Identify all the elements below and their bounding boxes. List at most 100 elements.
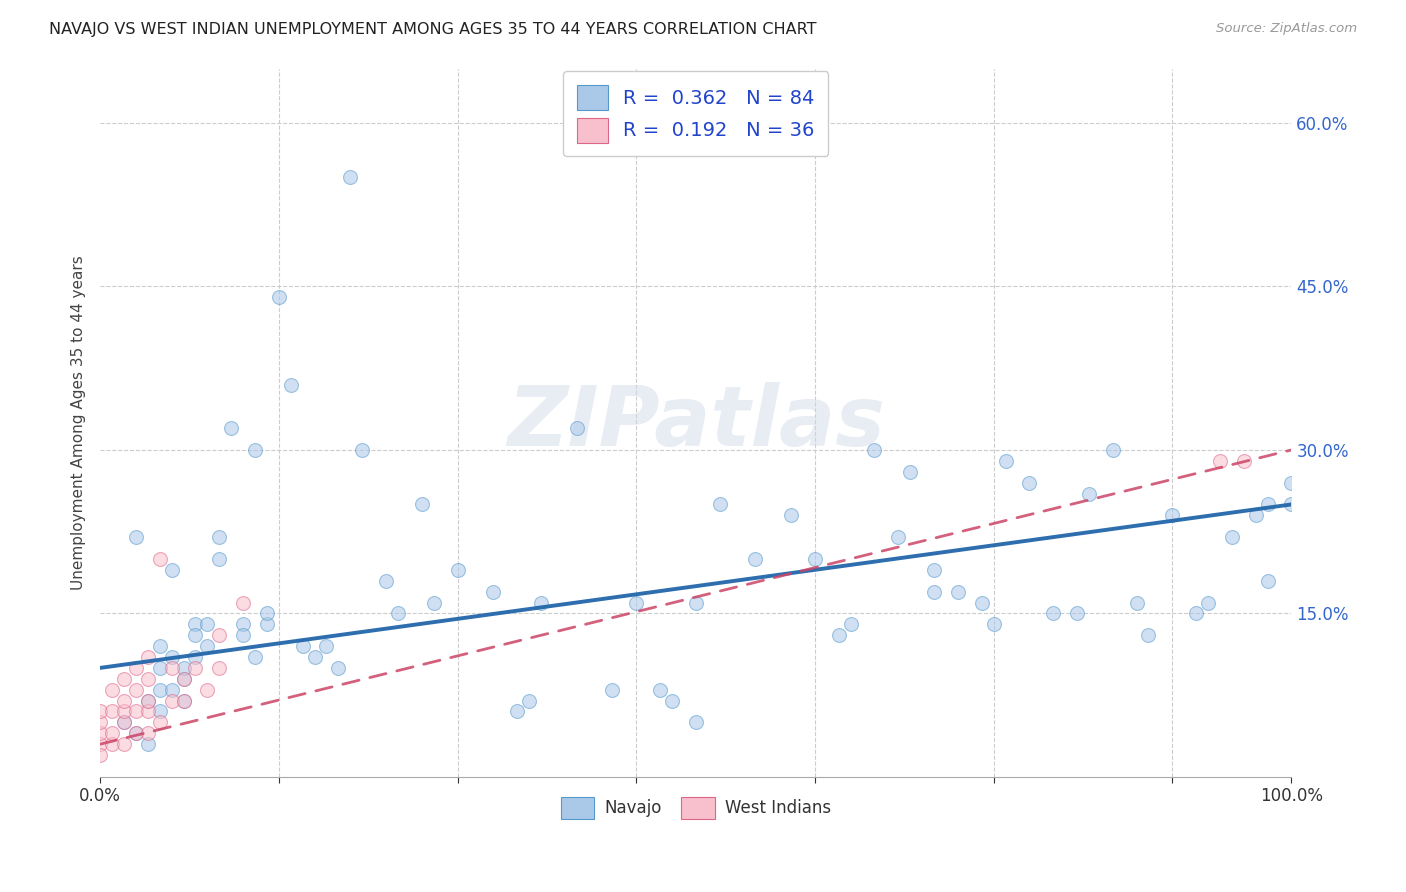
Point	[446, 563, 468, 577]
Point	[280, 377, 302, 392]
Point	[375, 574, 398, 588]
Point	[685, 715, 707, 730]
Point	[1197, 595, 1219, 609]
Point	[661, 693, 683, 707]
Point	[1244, 508, 1267, 523]
Point	[1077, 486, 1099, 500]
Point	[304, 650, 326, 665]
Point	[256, 607, 278, 621]
Point	[530, 595, 553, 609]
Point	[243, 650, 266, 665]
Point	[1257, 497, 1279, 511]
Point	[267, 290, 290, 304]
Point	[970, 595, 993, 609]
Point	[149, 705, 172, 719]
Point	[173, 661, 195, 675]
Point	[506, 705, 529, 719]
Point	[685, 595, 707, 609]
Point	[112, 737, 135, 751]
Point	[125, 705, 148, 719]
Point	[184, 617, 207, 632]
Point	[352, 442, 374, 457]
Point	[160, 661, 183, 675]
Point	[125, 726, 148, 740]
Point	[160, 682, 183, 697]
Point	[517, 693, 540, 707]
Point	[482, 584, 505, 599]
Point	[863, 442, 886, 457]
Point	[922, 563, 945, 577]
Point	[898, 465, 921, 479]
Point	[565, 421, 588, 435]
Text: Source: ZipAtlas.com: Source: ZipAtlas.com	[1216, 22, 1357, 36]
Point	[184, 650, 207, 665]
Point	[149, 682, 172, 697]
Point	[1042, 607, 1064, 621]
Point	[195, 617, 218, 632]
Point	[232, 617, 254, 632]
Point	[804, 552, 827, 566]
Point	[173, 693, 195, 707]
Point	[709, 497, 731, 511]
Point	[112, 715, 135, 730]
Point	[101, 726, 124, 740]
Point	[339, 170, 361, 185]
Point	[1233, 454, 1256, 468]
Point	[184, 661, 207, 675]
Point	[922, 584, 945, 599]
Point	[828, 628, 851, 642]
Point	[1220, 530, 1243, 544]
Point	[101, 737, 124, 751]
Point	[160, 563, 183, 577]
Point	[1185, 607, 1208, 621]
Point	[160, 650, 183, 665]
Point	[173, 672, 195, 686]
Point	[232, 595, 254, 609]
Point	[89, 705, 111, 719]
Point	[173, 672, 195, 686]
Y-axis label: Unemployment Among Ages 35 to 44 years: Unemployment Among Ages 35 to 44 years	[72, 255, 86, 591]
Point	[839, 617, 862, 632]
Point	[1281, 475, 1303, 490]
Point	[149, 639, 172, 653]
Point	[1018, 475, 1040, 490]
Point	[136, 650, 159, 665]
Point	[1101, 442, 1123, 457]
Point	[136, 737, 159, 751]
Point	[195, 639, 218, 653]
Point	[149, 715, 172, 730]
Point	[315, 639, 337, 653]
Point	[602, 682, 624, 697]
Point	[887, 530, 910, 544]
Point	[136, 693, 159, 707]
Point	[946, 584, 969, 599]
Point	[173, 693, 195, 707]
Point	[744, 552, 766, 566]
Point	[136, 693, 159, 707]
Point	[136, 705, 159, 719]
Point	[626, 595, 648, 609]
Point	[1125, 595, 1147, 609]
Point	[184, 628, 207, 642]
Point	[89, 726, 111, 740]
Point	[983, 617, 1005, 632]
Point	[232, 628, 254, 642]
Point	[125, 726, 148, 740]
Point	[994, 454, 1017, 468]
Point	[208, 530, 231, 544]
Point	[1209, 454, 1232, 468]
Point	[89, 715, 111, 730]
Point	[125, 682, 148, 697]
Point	[112, 693, 135, 707]
Point	[160, 693, 183, 707]
Text: NAVAJO VS WEST INDIAN UNEMPLOYMENT AMONG AGES 35 TO 44 YEARS CORRELATION CHART: NAVAJO VS WEST INDIAN UNEMPLOYMENT AMONG…	[49, 22, 817, 37]
Point	[648, 682, 671, 697]
Point	[780, 508, 803, 523]
Point	[149, 552, 172, 566]
Point	[422, 595, 444, 609]
Point	[219, 421, 242, 435]
Point	[101, 682, 124, 697]
Point	[1161, 508, 1184, 523]
Point	[125, 530, 148, 544]
Point	[328, 661, 350, 675]
